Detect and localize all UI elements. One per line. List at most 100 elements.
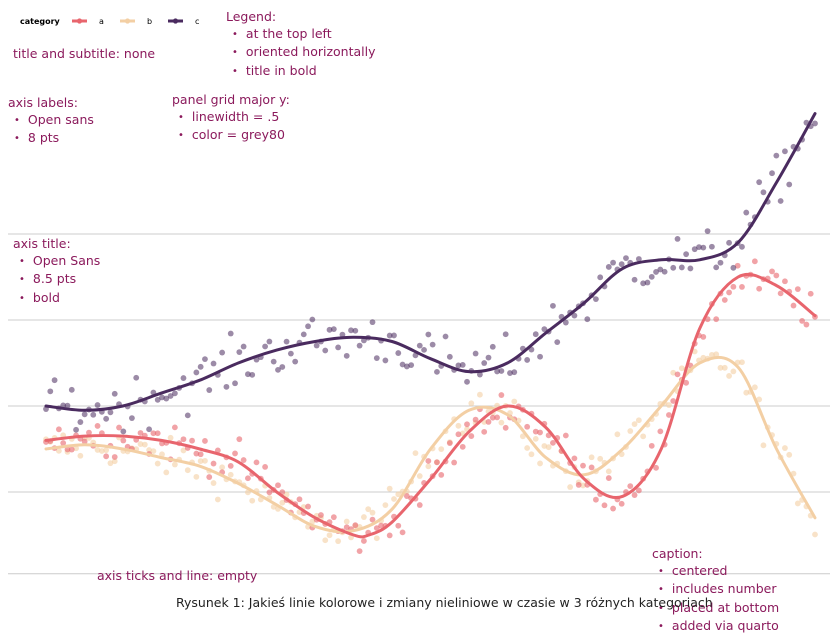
data-point-c	[597, 274, 604, 281]
data-point-a	[356, 548, 363, 555]
data-point-b	[55, 447, 62, 454]
data-point-b	[361, 514, 367, 520]
data-point-c	[640, 280, 647, 287]
data-point-b	[537, 460, 543, 467]
data-point-a	[721, 297, 728, 303]
data-point-b	[386, 485, 393, 492]
axis-title-annotation-heading: axis title:	[13, 236, 71, 251]
data-point-c	[227, 330, 234, 337]
data-point-c	[429, 341, 436, 348]
grid-annotation-item: linewidth = .5	[178, 109, 290, 128]
data-point-a	[386, 532, 393, 539]
data-point-a	[369, 516, 376, 523]
data-point-a	[807, 290, 814, 297]
data-point-c	[111, 390, 118, 397]
data-point-c	[339, 331, 346, 338]
data-point-c	[223, 383, 230, 390]
data-point-b	[567, 484, 574, 490]
data-point-c	[743, 209, 750, 216]
data-point-c	[373, 355, 380, 361]
data-point-c	[348, 327, 354, 334]
data-point-c	[782, 148, 788, 155]
data-point-b	[171, 461, 178, 468]
legend-label: c	[195, 17, 199, 26]
data-point-a	[55, 426, 62, 433]
data-point-a	[524, 423, 531, 430]
data-point-a	[769, 268, 775, 275]
data-point-b	[184, 467, 191, 474]
data-point-c	[648, 273, 655, 280]
data-point-a	[734, 262, 741, 269]
data-point-a	[666, 412, 672, 418]
legend-annotation-item: at the top left	[232, 26, 376, 45]
data-point-c	[81, 411, 88, 418]
data-point-a	[210, 460, 217, 467]
data-point-c	[51, 377, 58, 384]
data-point-a	[330, 514, 337, 521]
data-point-c	[313, 342, 320, 349]
data-point-a	[455, 431, 462, 438]
data-point-a	[575, 482, 582, 488]
data-point-c	[537, 353, 543, 360]
data-point-a	[674, 371, 681, 378]
data-point-c	[502, 331, 509, 338]
data-point-c	[769, 170, 775, 177]
data-point-a	[562, 432, 569, 439]
data-point-a	[202, 438, 208, 444]
data-point-c	[395, 350, 402, 356]
data-point-c	[541, 326, 548, 333]
legend-entry-a: a	[72, 17, 104, 26]
data-point-a	[399, 529, 406, 536]
data-point-c	[266, 338, 273, 345]
scatter-points	[43, 119, 818, 555]
data-point-c	[773, 152, 780, 159]
data-point-b	[249, 497, 256, 504]
data-point-b	[335, 538, 342, 545]
data-point-b	[219, 464, 226, 471]
data-point-c	[133, 374, 140, 381]
data-point-c	[425, 331, 432, 338]
data-point-a	[631, 492, 638, 498]
data-point-a	[502, 424, 509, 431]
legend-label: b	[147, 17, 152, 26]
data-point-c	[408, 362, 415, 368]
data-point-c	[180, 375, 187, 381]
data-point-c	[421, 346, 427, 353]
data-point-c	[760, 189, 767, 196]
data-point-a	[137, 430, 144, 436]
data-point-b	[180, 447, 187, 454]
data-point-c	[171, 390, 178, 397]
data-point-a	[60, 440, 67, 446]
data-point-c	[618, 261, 625, 268]
data-point-b	[438, 446, 445, 453]
data-point-a	[700, 333, 707, 340]
data-point-b	[425, 463, 432, 470]
data-point-a	[730, 283, 737, 290]
data-point-b	[627, 428, 634, 434]
data-point-a	[601, 502, 608, 509]
data-point-b	[708, 351, 715, 358]
data-point-b	[197, 458, 204, 465]
data-point-b	[743, 389, 750, 396]
data-point-a	[171, 424, 178, 431]
data-point-a	[605, 475, 612, 481]
caption-annotation-item: includes number	[658, 581, 779, 600]
data-point-b	[666, 402, 672, 408]
data-point-c	[330, 326, 337, 333]
data-point-c	[635, 256, 642, 262]
data-point-a	[485, 418, 492, 425]
data-point-c	[584, 316, 591, 323]
data-point-b	[365, 506, 372, 513]
data-point-b	[528, 451, 535, 458]
data-point-a	[459, 443, 466, 450]
caption-annotation-item: centered	[658, 563, 779, 582]
data-point-a	[68, 446, 75, 453]
data-point-a	[120, 437, 127, 444]
series-lines	[44, 112, 817, 539]
caption-annotation: caption: centered includes number placed…	[652, 546, 779, 637]
data-point-a	[777, 290, 784, 297]
data-point-b	[103, 447, 110, 454]
legend: category a b c	[20, 17, 199, 26]
data-point-c	[335, 344, 342, 351]
data-point-a	[94, 423, 101, 429]
